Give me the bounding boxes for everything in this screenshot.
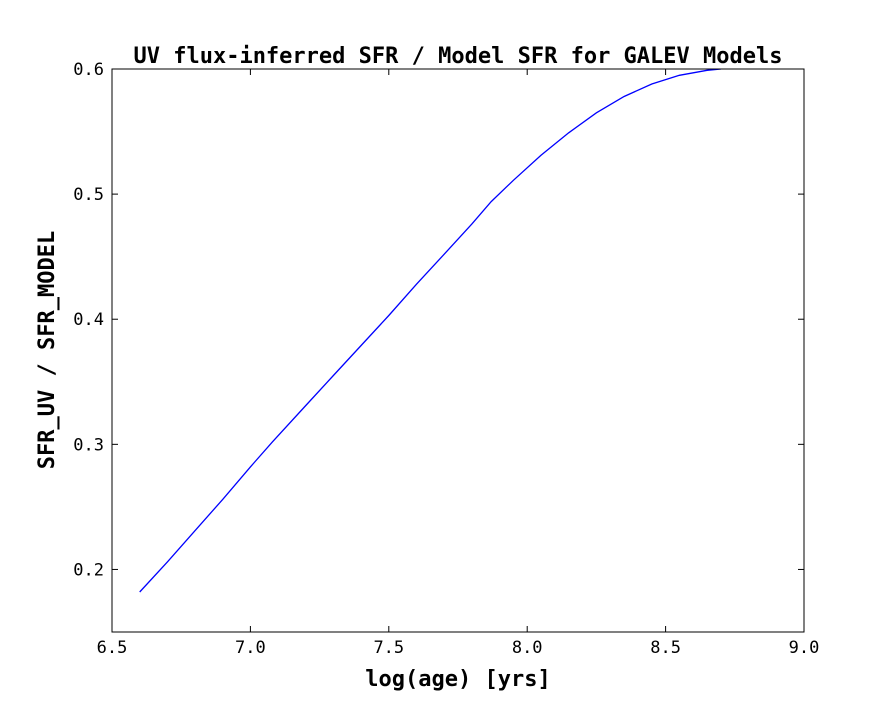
x-tick-label: 8.0 (512, 638, 543, 658)
y-tick-label: 0.4 (73, 310, 104, 330)
y-tick-label: 0.2 (73, 560, 104, 580)
x-tick-label: 6.5 (97, 638, 128, 658)
y-tick-label: 0.5 (73, 185, 104, 205)
series-line (139, 69, 722, 593)
x-tick-label: 9.0 (789, 638, 820, 658)
chart-title: UV flux-inferred SFR / Model SFR for GAL… (133, 44, 782, 69)
y-tick-label: 0.3 (73, 435, 104, 455)
x-tick-label: 8.5 (650, 638, 681, 658)
plot-frame (111, 68, 805, 633)
x-tick-label: 7.0 (235, 638, 266, 658)
x-tick-label: 7.5 (373, 638, 404, 658)
x-axis-label: log(age) [yrs] (365, 667, 550, 692)
y-axis-label: SFR_UV / SFR_MODEL (35, 231, 60, 469)
y-tick-label: 0.6 (73, 60, 104, 80)
